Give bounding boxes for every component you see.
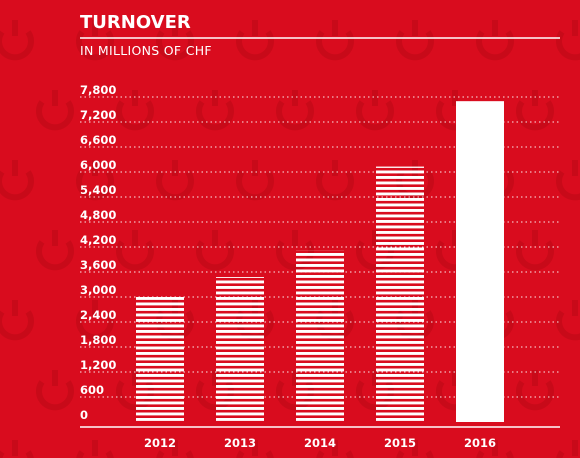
watermark-logo-icon [356,90,394,131]
y-tick-label: 1,200 [80,358,116,372]
watermark-logo-icon [36,90,74,131]
y-tick-label: 3,000 [80,283,116,297]
watermark-logo-icon [236,160,274,201]
watermark-logo-icon [36,370,74,411]
watermark-logo-icon [76,440,114,458]
watermark-logo-icon [196,230,234,271]
y-tick-label: 2,400 [80,308,116,322]
watermark-logo-icon [156,160,194,201]
y-tick-label: 5,400 [80,183,116,197]
watermark-logo-icon [476,20,514,61]
bar-2013 [216,277,264,422]
watermark-logo-icon [316,440,354,458]
chart-title: TURNOVER [80,12,191,33]
bar-2015 [376,166,424,422]
watermark-logo-icon [36,230,74,271]
y-tick-label: 6,600 [80,133,116,147]
watermark-logo-icon [156,20,194,61]
watermark-logo-icon [116,90,154,131]
watermark-logo-icon [556,440,578,458]
bar-2014 [296,250,344,422]
y-tick-label: 4,800 [80,208,116,222]
y-tick-label: 7,800 [80,83,116,97]
x-tick-label: 2013 [224,436,256,450]
watermark-logo-icon [516,90,554,131]
watermark-logo-icon [556,160,580,201]
watermark-logo-icon [76,300,114,341]
watermark-logo-icon [556,300,580,341]
chart-subtitle: IN MILLIONS OF CHF [80,43,212,58]
watermark-logo-icon [316,160,354,201]
watermark-logo-icon [476,440,514,458]
y-tick-label: 7,200 [80,108,116,122]
watermark-logo-icon [556,20,580,61]
bars [136,101,504,423]
y-tick-label: 4,200 [80,233,116,247]
watermark-logo-icon [516,370,554,411]
watermark-logo-icon [116,230,154,271]
watermark-logo-icon [396,20,434,61]
x-tick-label: 2016 [464,436,496,450]
watermark-logo-icon [236,20,274,61]
watermark-logo-icon [76,20,114,61]
watermark-logo-icon [236,440,274,458]
y-tick-label: 6,000 [80,158,116,172]
watermark-logo-icon [0,160,34,201]
y-tick-label: 3,600 [80,258,116,272]
x-tick-label: 2012 [144,436,176,450]
watermark-logo-icon [516,230,554,271]
y-tick-label: 0 [80,408,88,422]
y-tick-label: 600 [80,383,104,397]
watermark-logo-icon [276,90,314,131]
watermark-logo-icon [196,90,234,131]
bar-2016 [456,101,504,423]
watermark-logo-icon [0,20,34,61]
y-tick-label: 1,800 [80,333,116,347]
x-tick-label: 2014 [304,436,336,450]
watermark-logo-icon [0,440,34,458]
watermark-logo-icon [0,300,34,341]
x-axis: 2012 2013 2014 2015 2016 [80,426,560,450]
watermark-logo-icon [396,440,434,458]
y-axis: 0 600 1,200 1,800 2,400 3,000 3,600 4,200 4,800 5… [80,83,116,422]
watermark-logo-icon [156,440,194,458]
bar-2012 [136,294,184,422]
watermark-logo-icon [316,20,354,61]
x-tick-label: 2015 [384,436,416,450]
